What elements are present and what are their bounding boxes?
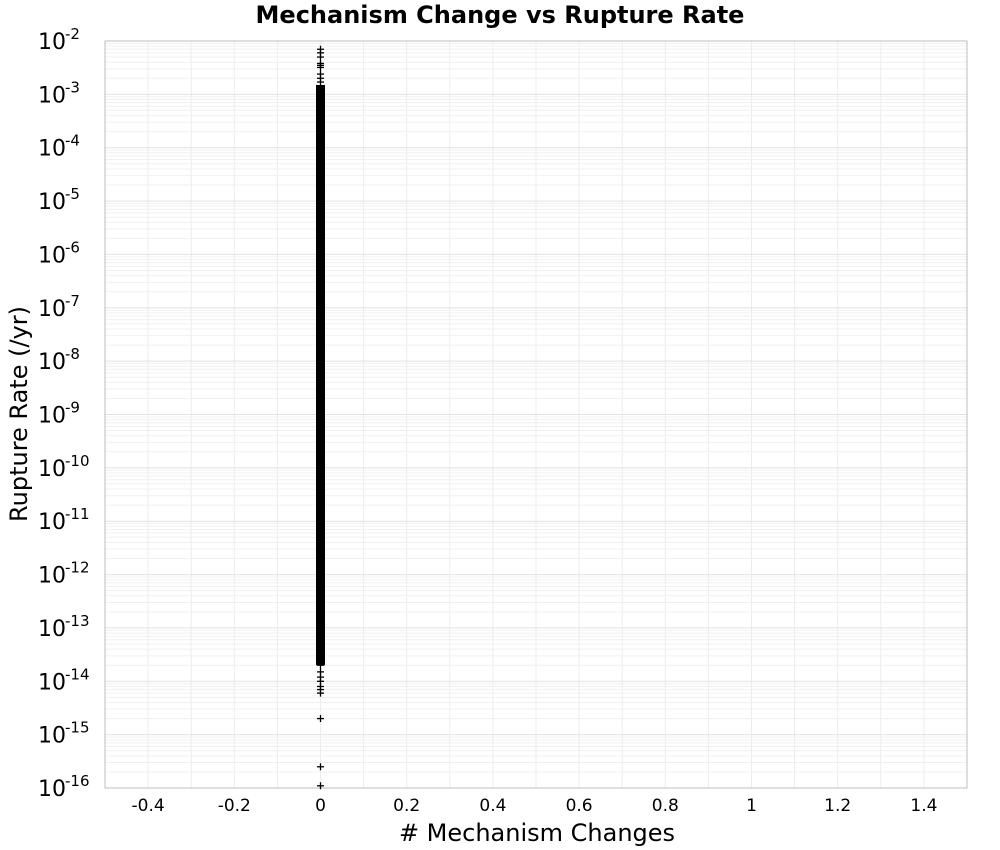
y-tick-label: 10 -3	[38, 78, 80, 108]
y-tick-base: 10	[38, 777, 66, 802]
y-tick-base: 10	[38, 350, 66, 375]
y-tick-label: 10 -13	[38, 612, 90, 642]
grid-lines	[105, 41, 967, 788]
x-tick-label: 0	[315, 796, 326, 816]
y-tick-base: 10	[38, 670, 66, 695]
y-tick-exponent: -13	[65, 612, 90, 630]
y-tick-exponent: -9	[65, 399, 80, 417]
y-tick-base: 10	[38, 724, 66, 749]
y-tick-exponent: -11	[65, 505, 90, 523]
y-tick-label: 10 -8	[38, 345, 80, 375]
y-tick-base: 10	[38, 457, 66, 482]
y-axis-title: Rupture Rate (/yr)	[5, 306, 33, 522]
data-point	[317, 689, 324, 697]
data-point-dense-band	[316, 84, 325, 666]
data-points	[316, 45, 325, 790]
y-tick-base: 10	[38, 83, 66, 108]
chart-title: Mechanism Change vs Rupture Rate	[256, 1, 745, 29]
x-tick-label: -0.4	[132, 796, 165, 816]
data-point	[317, 78, 324, 86]
x-tick-label: 0.2	[393, 796, 420, 816]
data-point	[317, 782, 324, 790]
y-tick-exponent: -12	[65, 559, 90, 577]
y-tick-exponent: -8	[65, 345, 80, 363]
y-tick-base: 10	[38, 137, 66, 162]
y-tick-label: 10 -12	[38, 559, 90, 589]
y-tick-label: 10 -4	[38, 132, 80, 162]
data-point	[317, 715, 324, 723]
x-tick-label: 1.4	[910, 796, 937, 816]
y-tick-label: 10 -7	[38, 292, 80, 322]
x-axis-title: # Mechanism Changes	[399, 819, 675, 847]
y-tick-exponent: -5	[65, 185, 80, 203]
y-tick-exponent: -4	[65, 132, 80, 150]
y-tick-label: 10 -5	[38, 185, 80, 215]
y-tick-base: 10	[38, 297, 66, 322]
data-point	[317, 661, 324, 669]
y-tick-exponent: -16	[65, 772, 90, 790]
y-tick-exponent: -6	[65, 238, 80, 256]
y-tick-exponent: -7	[65, 292, 80, 310]
y-axis-ticks: 10-210-310-410-510-610-710-810-910 -1010-…	[38, 25, 90, 802]
y-tick-base: 10	[38, 617, 66, 642]
y-tick-base: 10	[38, 510, 66, 535]
x-tick-label: 0.8	[652, 796, 679, 816]
y-tick-label: 10 -9	[38, 399, 80, 429]
y-tick-exponent: -2	[65, 25, 80, 43]
x-tick-label: 1.2	[824, 796, 851, 816]
y-tick-base: 10	[38, 404, 66, 429]
y-tick-base: 10	[38, 190, 66, 215]
plot-area	[104, 40, 968, 789]
x-tick-label: -0.2	[218, 796, 251, 816]
y-tick-label: 10 -16	[38, 772, 90, 802]
x-tick-label: 1	[746, 796, 757, 816]
y-tick-label: 10 -11	[38, 505, 90, 535]
y-tick-exponent: -14	[65, 665, 90, 683]
data-point	[317, 763, 324, 771]
y-tick-label: 10 -10	[38, 452, 90, 482]
y-tick-base: 10	[38, 30, 66, 55]
y-tick-exponent: -3	[65, 78, 80, 96]
y-tick-label: 10 -14	[38, 665, 90, 695]
x-tick-label: 0.4	[479, 796, 506, 816]
y-tick-base: 10	[38, 243, 66, 268]
data-point	[317, 63, 324, 71]
y-tick-exponent: -15	[65, 719, 90, 737]
y-tick-label: 10 -6	[38, 238, 80, 268]
y-tick-label: 10 -2	[38, 25, 80, 55]
data-point	[317, 53, 324, 61]
y-tick-label: 10 -15	[38, 719, 90, 749]
x-axis-ticks: -0.4 -0.2 0 0.2 0.4 0.6 0.8 1 1.2 1.4	[132, 796, 938, 816]
x-tick-label: 0.6	[566, 796, 593, 816]
y-tick-base: 10	[38, 564, 66, 589]
y-tick-exponent: -10	[65, 452, 90, 470]
